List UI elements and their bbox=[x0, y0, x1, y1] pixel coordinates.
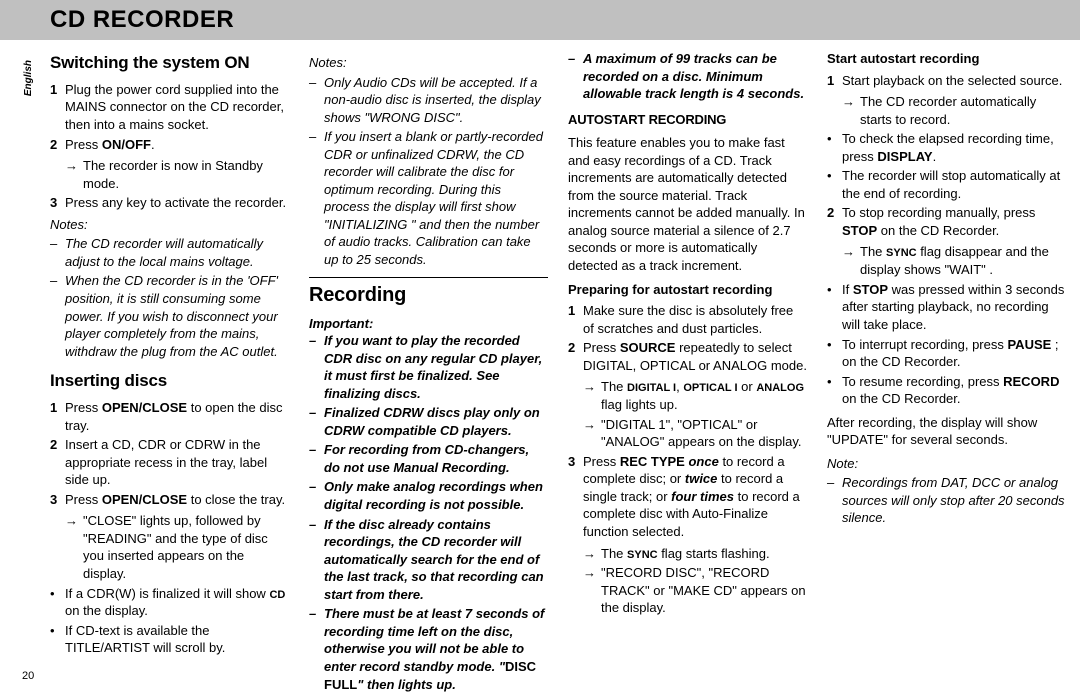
imp-text: For recording from CD-changers, do not u… bbox=[324, 441, 548, 476]
bullet-text: To check the elapsed recording time, pre… bbox=[842, 130, 1066, 165]
result-line: →The DIGITAL I, OPTICAL I or ANALOG flag… bbox=[583, 378, 807, 413]
important-list: –If you want to play the recorded CDR di… bbox=[309, 332, 548, 693]
step-text: Press SOURCE repeatedly to select DIGITA… bbox=[583, 339, 807, 374]
step-text: Make sure the disc is absolutely free of… bbox=[583, 302, 807, 337]
result-line: →"DIGITAL 1", "OPTICAL" or "ANALOG" appe… bbox=[583, 416, 807, 451]
heading-switching-on: Switching the system ON bbox=[50, 52, 289, 75]
step-text: Press OPEN/CLOSE to close the tray. bbox=[65, 491, 285, 509]
bullet-text: If STOP was pressed within 3 seconds aft… bbox=[842, 281, 1066, 334]
step-text: Press any key to activate the recorder. bbox=[65, 194, 286, 212]
note-text: If you insert a blank or partly-recorded… bbox=[324, 128, 548, 268]
list-start-cont: 2To stop recording manually, press STOP … bbox=[827, 204, 1066, 239]
list-switching-on: 1Plug the power cord supplied into the M… bbox=[50, 81, 289, 153]
step-text: To stop recording manually, press STOP o… bbox=[842, 204, 1066, 239]
list-preparing-cont: 3Press REC TYPE once to record a complet… bbox=[568, 453, 807, 541]
result-line: →The recorder is now in Standby mode. bbox=[65, 157, 289, 192]
imp-text: There must be at least 7 seconds of reco… bbox=[324, 605, 548, 693]
language-tab: English bbox=[22, 60, 36, 96]
bullet-list: •If STOP was pressed within 3 seconds af… bbox=[827, 281, 1066, 408]
imp-text: If you want to play the recorded CDR dis… bbox=[324, 332, 548, 402]
notes-label: Notes: bbox=[50, 216, 289, 234]
bullet-text: To interrupt recording, press PAUSE ; on… bbox=[842, 336, 1066, 371]
step-text: Press ON/OFF. bbox=[65, 136, 155, 154]
bullet-list: •If a CDR(W) is finalized it will show C… bbox=[50, 585, 289, 657]
important-label: Important: bbox=[309, 315, 548, 333]
step-text: Press REC TYPE once to record a complete… bbox=[583, 453, 807, 541]
result-line: →The CD recorder automatically starts to… bbox=[842, 93, 1066, 128]
header-title: CD RECORDER bbox=[50, 4, 234, 36]
list-inserting: 1Press OPEN/CLOSE to open the disc tray.… bbox=[50, 399, 289, 508]
note-text: Only Audio CDs will be accepted. If a no… bbox=[324, 74, 548, 127]
note-text: The CD recorder will automatically adjus… bbox=[65, 235, 289, 270]
bullet-text: To resume recording, press RECORD on the… bbox=[842, 373, 1066, 408]
list-preparing: 1Make sure the disc is absolutely free o… bbox=[568, 302, 807, 374]
notes-list: –Only Audio CDs will be accepted. If a n… bbox=[309, 74, 548, 269]
heading-start-autostart: Start autostart recording bbox=[827, 50, 1066, 68]
step-text: Start playback on the selected source. bbox=[842, 72, 1062, 90]
heading-preparing: Preparing for autostart recording bbox=[568, 281, 807, 299]
column-4: Start autostart recording 1Start playbac… bbox=[827, 50, 1066, 695]
bullet-text: If a CDR(W) is finalized it will show CD… bbox=[65, 585, 289, 620]
result-line: →The SYNC flag disappear and the display… bbox=[842, 243, 1066, 278]
note-label: Note: bbox=[827, 455, 1066, 473]
result-line: →"RECORD DISC", "RECORD TRACK" or "MAKE … bbox=[583, 564, 807, 617]
notes-list: –The CD recorder will automatically adju… bbox=[50, 235, 289, 360]
bullet-list: •To check the elapsed recording time, pr… bbox=[827, 130, 1066, 202]
page-number: 20 bbox=[22, 669, 34, 684]
step-text: Insert a CD, CDR or CDRW in the appropri… bbox=[65, 436, 289, 489]
imp-text: A maximum of 99 tracks can be recorded o… bbox=[583, 50, 807, 103]
imp-text: Finalized CDRW discs play only on CDRW c… bbox=[324, 404, 548, 439]
important-list-cont: –A maximum of 99 tracks can be recorded … bbox=[568, 50, 807, 103]
column-3: –A maximum of 99 tracks can be recorded … bbox=[568, 50, 807, 695]
list-start: 1Start playback on the selected source. bbox=[827, 72, 1066, 90]
column-1: Switching the system ON 1Plug the power … bbox=[50, 50, 289, 695]
header-bar: CD RECORDER bbox=[0, 0, 1080, 40]
content-columns: Switching the system ON 1Plug the power … bbox=[0, 40, 1080, 695]
note-text: When the CD recorder is in the 'OFF' pos… bbox=[65, 272, 289, 360]
note-text: Recordings from DAT, DCC or analog sourc… bbox=[842, 474, 1066, 527]
notes-label: Notes: bbox=[309, 54, 548, 72]
bullet-text: The recorder will stop automatically at … bbox=[842, 167, 1066, 202]
heading-inserting-discs: Inserting discs bbox=[50, 370, 289, 393]
paragraph: After recording, the display will show "… bbox=[827, 414, 1066, 449]
result-line: →The SYNC flag starts flashing. bbox=[583, 545, 807, 563]
result-line: →"CLOSE" lights up, followed by "READING… bbox=[65, 512, 289, 582]
imp-text: If the disc already contains recordings,… bbox=[324, 516, 548, 604]
note-list: –Recordings from DAT, DCC or analog sour… bbox=[827, 474, 1066, 527]
heading-autostart: AUTOSTART RECORDING bbox=[568, 111, 807, 129]
step-text: Press OPEN/CLOSE to open the disc tray. bbox=[65, 399, 289, 434]
step-text: Plug the power cord supplied into the MA… bbox=[65, 81, 289, 134]
paragraph: This feature enables you to make fast an… bbox=[568, 134, 807, 274]
heading-recording: Recording bbox=[309, 277, 548, 309]
bullet-text: If CD-text is available the TITLE/ARTIST… bbox=[65, 622, 289, 657]
column-2: Notes: –Only Audio CDs will be accepted.… bbox=[309, 50, 548, 695]
imp-text: Only make analog recordings when digital… bbox=[324, 478, 548, 513]
list-switching-on-cont: 3Press any key to activate the recorder. bbox=[50, 194, 289, 212]
